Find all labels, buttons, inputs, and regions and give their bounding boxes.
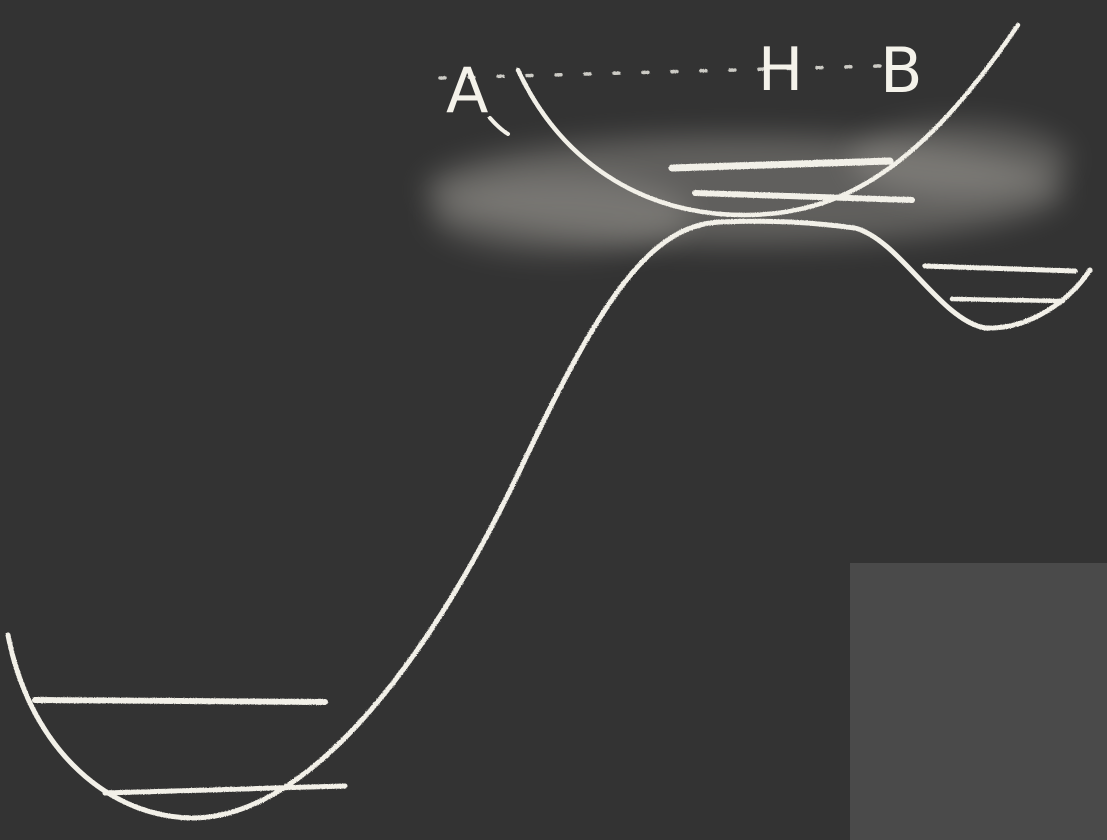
board-corner-patch	[850, 563, 1107, 840]
energy-level-top-lower	[692, 190, 915, 203]
label-b: B	[880, 34, 923, 107]
eraser-smudge	[425, 122, 1070, 255]
energy-level-top-upper	[668, 157, 894, 172]
energy-level-right-upper	[922, 263, 1078, 274]
crossing-parabola	[515, 22, 1021, 218]
dotted-connector	[438, 64, 882, 80]
energy-level-left-upper	[32, 697, 328, 705]
label-a: A	[446, 54, 488, 127]
label-h: H	[758, 35, 803, 105]
potential-curve	[5, 218, 1093, 821]
energy-level-right-lower	[949, 296, 1066, 304]
energy-level-left-lower	[102, 783, 348, 796]
parabola-hook	[488, 116, 510, 136]
